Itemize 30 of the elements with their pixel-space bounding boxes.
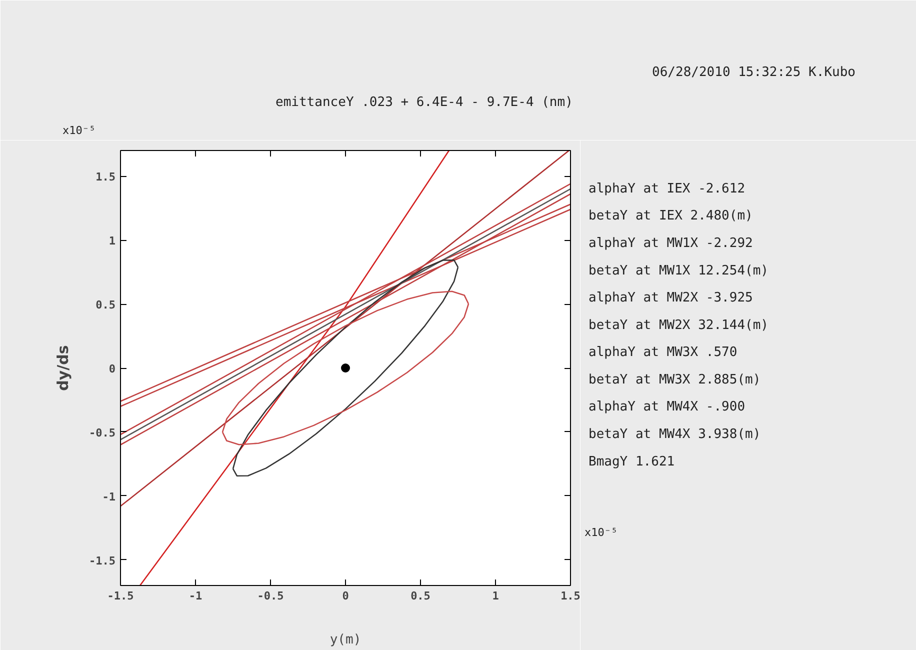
- y-axis-title: dy/ds: [54, 345, 72, 391]
- text: alphaY at IEX -2.612: [588, 181, 746, 196]
- x-tick-label: 0.5: [410, 590, 430, 602]
- x-tick-label: -1: [188, 590, 202, 602]
- chart-title: emittanceY .023 + 6.4E-4 - 9.7E-4 (nm): [276, 95, 573, 110]
- x-tick-label: 1: [492, 590, 500, 602]
- text: BmagY 1.621: [588, 454, 675, 470]
- x-axis-title: y(m): [330, 632, 362, 648]
- text: betaY at MW1X 12.254(m): [588, 263, 769, 278]
- text: alphaY at MW1X -2.292: [588, 236, 753, 251]
- y-tick-label: 0: [108, 362, 116, 376]
- x-tick-label: -0.5: [257, 590, 284, 602]
- y-tick-label: -1.5: [89, 554, 116, 568]
- text: x10⁻⁵: [62, 124, 96, 137]
- y-tick-label: -0.5: [89, 426, 116, 440]
- y-tick-label: 0.5: [96, 298, 116, 312]
- text: betaY at IEX 2.480(m): [588, 208, 753, 224]
- text: alphaY at MW4X -.900: [588, 400, 746, 415]
- text: x10⁻⁵: [584, 526, 618, 540]
- text: betaY at MW3X 2.885(m): [588, 372, 761, 388]
- y-tick-label: 1: [108, 234, 116, 248]
- text: alphaY at MW3X .570: [588, 345, 738, 360]
- text: betaY at MW2X 32.144(m): [588, 318, 769, 333]
- text: alphaY at MW2X -3.925: [588, 290, 753, 306]
- text: betaY at MW4X 3.938(m): [588, 427, 761, 442]
- x-tick-label: 0: [342, 590, 349, 602]
- y-tick-label: -1: [102, 490, 116, 504]
- text: 06/28/2010 15:32:25 K.Kubo: [652, 65, 856, 80]
- y-tick-label: 1.5: [96, 170, 116, 184]
- x-tick-label: 1.5: [560, 590, 580, 602]
